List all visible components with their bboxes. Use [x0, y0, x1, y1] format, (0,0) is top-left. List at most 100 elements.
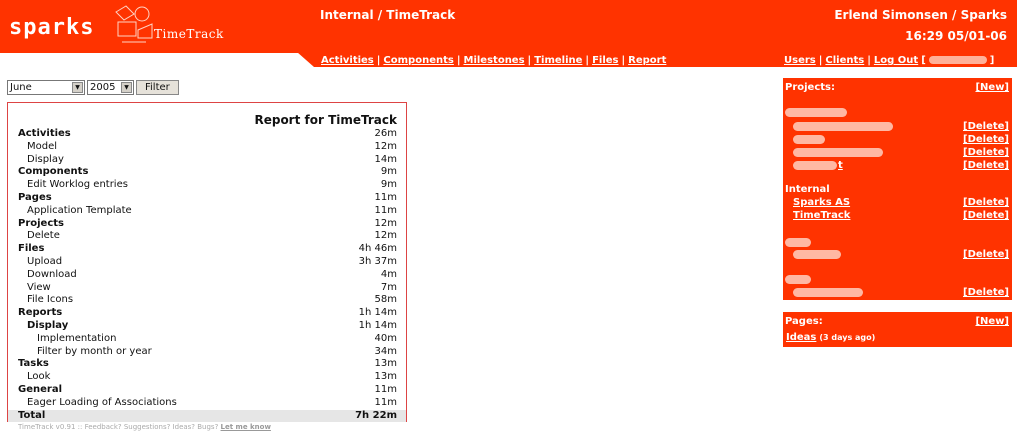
- row-value: 34m: [374, 345, 397, 357]
- report-row: Look 13m: [8, 371, 406, 384]
- delete-project-link[interactable]: [Delete]: [963, 160, 1009, 171]
- report-filter: June ▼ 2005 ▼ Filter: [7, 80, 179, 95]
- chevron-down-icon[interactable]: ▼: [121, 82, 132, 93]
- nav-logout[interactable]: Log Out: [873, 55, 919, 66]
- report-row: Edit Worklog entries 9m: [8, 179, 406, 192]
- chevron-down-icon[interactable]: ▼: [72, 82, 83, 93]
- datetime: 16:29 05/01-06: [905, 29, 1007, 43]
- report-rows: Activities 26m Model 12m Display 14m Compon…: [8, 128, 406, 423]
- project-row: [Delete]: [783, 249, 1012, 261]
- delete-project-link[interactable]: [Delete]: [963, 287, 1009, 298]
- report-row: General 11m: [8, 384, 406, 397]
- nav-clients[interactable]: Clients: [825, 55, 865, 66]
- redacted-project-name[interactable]: [793, 122, 893, 131]
- report-row: Download 4m: [8, 269, 406, 282]
- report-row: Application Template 11m: [8, 205, 406, 218]
- redacted-project-name[interactable]: [793, 250, 841, 259]
- page-link[interactable]: Ideas: [786, 332, 817, 343]
- pages-panel: Pages: [New] Ideas (3 days ago): [783, 312, 1012, 347]
- project-link[interactable]: Sparks AS: [793, 197, 851, 208]
- row-value: 7h 22m: [355, 409, 397, 421]
- project-row: [Delete]: [783, 121, 1012, 133]
- row-label: View: [27, 281, 51, 293]
- page-title: Internal / TimeTrack: [320, 8, 456, 22]
- report-row: Display 1h 14m: [8, 320, 406, 333]
- page-item: Ideas (3 days ago): [786, 332, 875, 343]
- redacted-project-name[interactable]: [793, 135, 825, 144]
- row-value: 11m: [374, 191, 397, 203]
- row-label: Components: [18, 166, 89, 178]
- new-project-link[interactable]: [New]: [975, 82, 1009, 93]
- logo-text[interactable]: sparks: [9, 15, 95, 40]
- delete-project-link[interactable]: [Delete]: [963, 249, 1009, 260]
- row-label: Reports: [18, 307, 63, 319]
- report-row: Projects 12m: [8, 218, 406, 231]
- row-value: 7m: [380, 281, 397, 293]
- delete-project-link[interactable]: [Delete]: [963, 121, 1009, 132]
- header-bar: [0, 0, 1017, 53]
- row-value: 3h 37m: [358, 255, 397, 267]
- redacted-username[interactable]: [928, 56, 987, 64]
- feedback-link[interactable]: Let me know: [220, 423, 271, 431]
- row-value: 9m: [380, 166, 397, 178]
- row-label: Look: [27, 371, 51, 383]
- project-row: [Delete]: [783, 287, 1012, 299]
- delete-project-link[interactable]: [Delete]: [963, 147, 1009, 158]
- year-select[interactable]: 2005 ▼: [87, 80, 134, 95]
- row-value: 1h 14m: [358, 319, 397, 331]
- filter-button[interactable]: Filter: [136, 80, 179, 95]
- row-value: 11m: [374, 204, 397, 216]
- nav-activities[interactable]: Activities: [321, 55, 374, 66]
- row-value: 13m: [374, 371, 397, 383]
- month-select[interactable]: June ▼: [7, 80, 85, 95]
- project-link[interactable]: TimeTrack: [793, 210, 851, 221]
- report-row: Display 14m: [8, 154, 406, 167]
- row-label: Pages: [18, 191, 52, 203]
- row-label: Application Template: [27, 204, 132, 216]
- row-label: Display: [27, 319, 69, 331]
- redacted-client-name: [785, 108, 847, 117]
- report-row: Filter by month or year 34m: [8, 346, 406, 359]
- redacted-project-name[interactable]: [793, 161, 837, 170]
- nav-components[interactable]: Components: [383, 55, 454, 66]
- row-value: 1h 14m: [358, 307, 397, 319]
- delete-project-link[interactable]: [Delete]: [963, 134, 1009, 145]
- new-page-link[interactable]: [New]: [975, 316, 1009, 327]
- delete-project-link[interactable]: [Delete]: [963, 210, 1009, 221]
- nav-files[interactable]: Files: [592, 55, 619, 66]
- row-label: Upload: [27, 255, 63, 267]
- report-row: File Icons 58m: [8, 294, 406, 307]
- report-row: Delete 12m: [8, 230, 406, 243]
- nav-timeline[interactable]: Timeline: [534, 55, 583, 66]
- row-value: 26m: [374, 128, 397, 139]
- report-panel: Report for TimeTrack Activities 26m Model…: [7, 102, 407, 423]
- row-label: Filter by month or year: [37, 345, 152, 357]
- sparks-logo-icon: [115, 5, 153, 43]
- redacted-project-name[interactable]: [793, 288, 863, 297]
- account-nav: Users | Clients | Log Out[]: [784, 55, 995, 66]
- nav-users[interactable]: Users: [784, 55, 816, 66]
- row-value: 4h 46m: [358, 243, 397, 255]
- report-row: Implementation 40m: [8, 333, 406, 346]
- nav-report[interactable]: Report: [628, 55, 667, 66]
- delete-project-link[interactable]: [Delete]: [963, 197, 1009, 208]
- report-row: Pages 11m: [8, 192, 406, 205]
- projects-heading: Projects:: [785, 82, 835, 93]
- project-row: Sparks AS [Delete]: [783, 197, 1012, 209]
- footer-text: TimeTrack v0.91 :: Feedback? Suggestions…: [18, 423, 219, 431]
- report-row: View 7m: [8, 282, 406, 295]
- row-value: 4m: [380, 268, 397, 280]
- page-timestamp: (3 days ago): [819, 333, 876, 342]
- nav-milestones[interactable]: Milestones: [463, 55, 525, 66]
- report-row: Model 12m: [8, 141, 406, 154]
- row-value: 9m: [380, 179, 397, 191]
- redacted-project-name[interactable]: [793, 148, 883, 157]
- nav-tab: [314, 52, 1017, 67]
- row-value: 58m: [374, 294, 397, 306]
- row-label: General: [18, 383, 62, 395]
- projects-panel: Projects: [New] [Delete] [Delete] [Delet…: [783, 78, 1012, 300]
- project-name-suffix[interactable]: t: [838, 160, 843, 171]
- project-row: TimeTrack [Delete]: [783, 210, 1012, 222]
- project-row: [Delete]: [783, 134, 1012, 146]
- row-label: Projects: [18, 217, 65, 229]
